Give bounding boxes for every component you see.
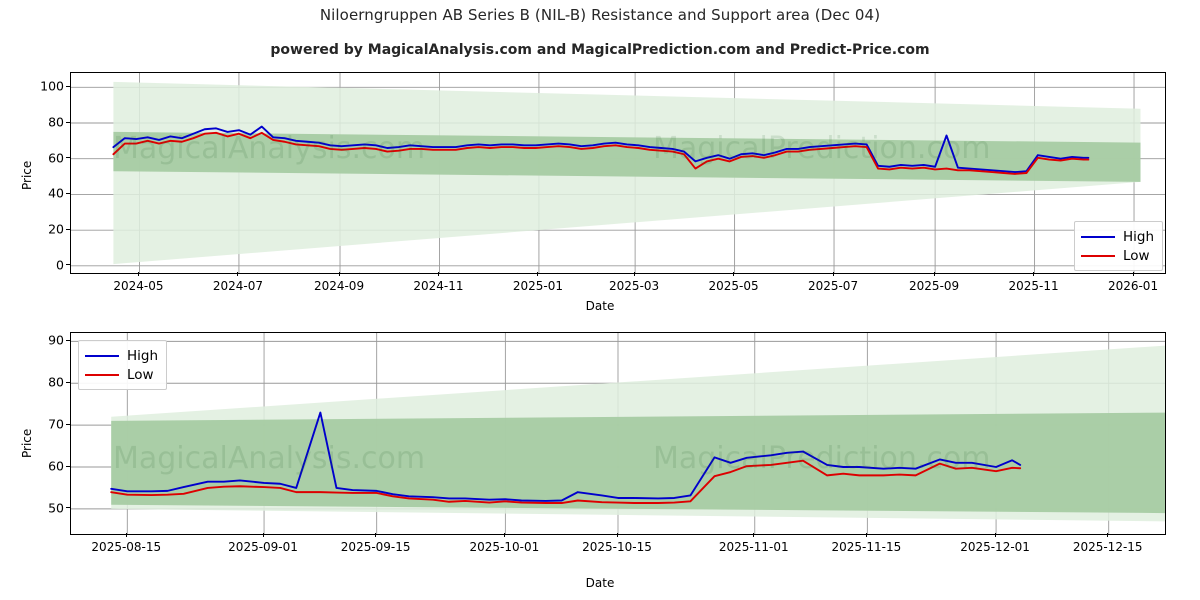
- x-tick-mark: [503, 533, 505, 537]
- x-tick-label: 2024-05: [113, 279, 164, 293]
- x-tick-mark: [832, 272, 834, 276]
- x-tick-label: 2025-10-01: [469, 540, 540, 554]
- x-tick-label: 2025-12-15: [1072, 540, 1143, 554]
- legend-label: Low: [1123, 247, 1150, 264]
- x-tick-mark: [437, 272, 439, 276]
- x-tick-label: 2025-11-01: [718, 540, 789, 554]
- overview-series-lines: [112, 81, 1141, 265]
- legend-item-low[interactable]: Low: [1081, 246, 1154, 265]
- x-tick-label: 2024-11: [413, 279, 464, 293]
- legend-line-icon: [1081, 235, 1115, 238]
- x-tick-label: 2025-05: [708, 279, 759, 293]
- legend-label: High: [1123, 228, 1155, 245]
- legend-item-high[interactable]: High: [1081, 227, 1154, 246]
- y-tick-mark: [66, 192, 70, 194]
- y-tick-mark: [66, 121, 70, 123]
- x-tick-label: 2025-03: [609, 279, 660, 293]
- y-tick-label: 80: [48, 374, 64, 390]
- y-tick-mark: [66, 85, 70, 87]
- x-tick-mark: [633, 272, 635, 276]
- y-tick-label: 60: [48, 458, 64, 474]
- x-tick-label: 2025-11: [1008, 279, 1059, 293]
- legend-item-high[interactable]: High: [85, 346, 158, 365]
- overview-legend[interactable]: High Low: [1074, 221, 1164, 271]
- detail-plot-area: MagicalAnalysis.com MagicalPrediction.co…: [70, 332, 1166, 535]
- y-tick-mark: [66, 228, 70, 230]
- legend-line-icon: [85, 373, 119, 376]
- overview-plot-area: MagicalAnalysis.com MagicalPrediction.co…: [70, 72, 1166, 274]
- legend-line-icon: [1081, 254, 1115, 257]
- x-tick-mark: [753, 533, 755, 537]
- legend-label: High: [127, 347, 159, 364]
- x-tick-label: 2025-10-15: [582, 540, 652, 554]
- x-tick-mark: [1132, 272, 1134, 276]
- detail-legend[interactable]: High Low: [78, 340, 168, 390]
- x-tick-mark: [338, 272, 340, 276]
- y-tick-label: 80: [48, 114, 64, 130]
- x-tick-label: 2025-09-01: [228, 540, 298, 554]
- y-tick-mark: [66, 157, 70, 159]
- legend-item-low[interactable]: Low: [85, 365, 158, 384]
- x-tick-mark: [1107, 533, 1109, 537]
- x-tick-label: 2025-12-01: [960, 540, 1030, 554]
- y-tick-label: 60: [48, 150, 64, 166]
- detail-chart-panel: Price MagicalAnalysis.com MagicalPredict…: [0, 318, 1200, 600]
- y-tick-label: 40: [48, 185, 64, 201]
- y-tick-mark: [66, 465, 70, 467]
- y-tick-label: 20: [48, 221, 64, 237]
- x-tick-label: 2025-11-15: [831, 540, 902, 554]
- x-tick-mark: [125, 533, 127, 537]
- x-tick-label: 2026-01: [1107, 279, 1159, 293]
- x-tick-label: 2024-09: [313, 279, 365, 293]
- x-tick-mark: [537, 272, 539, 276]
- x-tick-mark: [137, 272, 139, 276]
- x-tick-mark: [237, 272, 239, 276]
- x-tick-mark: [994, 533, 996, 537]
- y-tick-label: 0: [56, 257, 64, 273]
- x-tick-mark: [616, 533, 618, 537]
- x-tick-label: 2025-07: [807, 279, 859, 293]
- legend-line-icon: [85, 354, 119, 357]
- x-tick-label: 2025-09: [909, 279, 960, 293]
- y-tick-mark: [66, 507, 70, 509]
- y-tick-label: 90: [48, 332, 64, 348]
- x-tick-mark: [933, 272, 935, 276]
- legend-label: Low: [127, 366, 154, 383]
- x-tick-label: 2025-01: [512, 279, 563, 293]
- y-tick-label: 50: [48, 500, 64, 516]
- overview-x-axis-label: Date: [585, 299, 615, 313]
- overview-chart-panel: Price MagicalAnalysis.com MagicalPredict…: [20, 72, 1166, 313]
- x-tick-mark: [865, 533, 867, 537]
- y-tick-mark: [66, 264, 70, 266]
- x-tick-mark: [375, 533, 377, 537]
- y-tick-mark: [66, 423, 70, 425]
- x-tick-label: 2024-07: [212, 279, 263, 293]
- y-tick-label: 100: [40, 78, 64, 94]
- y-tick-mark: [66, 381, 70, 383]
- y-tick-mark: [66, 339, 70, 341]
- x-tick-mark: [262, 533, 264, 537]
- x-tick-mark: [1033, 272, 1035, 276]
- detail-y-axis-label: Price: [20, 428, 34, 458]
- chart-subtitle: powered by MagicalAnalysis.com and Magic…: [270, 42, 930, 58]
- detail-x-axis-label: Date: [585, 576, 615, 590]
- x-tick-label: 2025-09-15: [340, 540, 411, 554]
- x-tick-mark: [733, 272, 735, 276]
- x-tick-label: 2025-08-15: [91, 540, 162, 554]
- chart-title: Niloerngruppen AB Series B (NIL-B) Resis…: [319, 6, 881, 24]
- y-tick-label: 70: [48, 416, 64, 432]
- detail-series-lines: [110, 345, 1165, 522]
